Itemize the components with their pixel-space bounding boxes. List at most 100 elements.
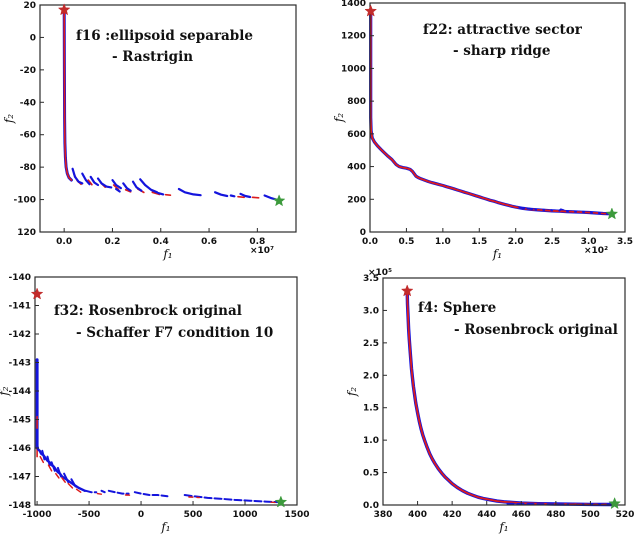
- front-blue-cluster: [35, 444, 87, 492]
- x-axis-label: f₁: [492, 247, 502, 261]
- x-tick-label: 1.5: [471, 237, 487, 247]
- front-red-seg: [251, 196, 260, 199]
- axes-frame: [369, 2, 626, 233]
- subplot-f32-canvas: -1000 -500 0 500 1000 1500 -140 -141 -142 -143 -14…: [0, 273, 310, 534]
- y-tick-label: -100: [13, 196, 36, 206]
- red-star-marker: [30, 287, 44, 300]
- front-blue-arc: [96, 177, 113, 189]
- subplot-f22-attractive-sector-sharp-ridge: 0.0 0.5 1.0 1.5 2.0 2.5 3.0 3.5 0 200 400 600 800 100…: [320, 0, 640, 267]
- y-tick-label: -40: [20, 98, 36, 108]
- front-blue-arc: [41, 449, 46, 461]
- y-tick-label: 1200: [341, 32, 366, 42]
- front-blue-arc: [50, 461, 56, 472]
- y-tick-label: 1400: [341, 0, 366, 9]
- y-tick-label: -148: [8, 501, 31, 511]
- y-tick-label: 600: [347, 130, 366, 140]
- front-red-dashed-tail: [536, 209, 608, 215]
- x-tick-label: 1.0: [435, 237, 451, 247]
- x-axis-label: f₁: [162, 247, 172, 261]
- plot-title-line2: - sharp ridge: [453, 43, 550, 59]
- y-tick-label: -140: [8, 273, 31, 283]
- front-blue-dashed: [107, 489, 130, 495]
- x-axis-label: f₁: [498, 520, 508, 534]
- subplot-f16-canvas: 0.0 0.2 0.4 0.6 0.8 20 0 -20 -40 -60 -80 -100 120 f₁ f…: [2, 1, 297, 261]
- front-blue-arc: [229, 194, 236, 198]
- x-tick-label: 500: [581, 510, 600, 520]
- front-blue-arc: [115, 187, 121, 193]
- y-axis-exponent: ×10⁵: [368, 268, 392, 278]
- front-blue-dashed: [100, 489, 106, 494]
- front-blue-arc: [71, 167, 84, 185]
- front-blue-arc: [139, 178, 159, 194]
- x-tick-label: 3.0: [581, 237, 597, 247]
- x-tick-label: 0.0: [362, 237, 378, 247]
- front-blue-dashed: [133, 491, 171, 498]
- plot-title-line1: f4: Sphere: [418, 300, 496, 316]
- y-tick-label: 3.0: [363, 306, 379, 316]
- plot-title-line1: f22: attractive sector: [423, 22, 583, 38]
- plot-title-line2: - Schaffer F7 condition 10: [76, 325, 273, 341]
- front-blue-arc: [63, 472, 70, 484]
- x-axis-exponent: ×10²: [584, 246, 608, 256]
- front-red-dashed: [96, 492, 103, 495]
- x-tick-label: 0.8: [249, 237, 265, 247]
- x-tick-label: 0.6: [201, 237, 217, 247]
- y-tick-label: 1.0: [363, 436, 379, 446]
- subplot-f16-ellipsoid-rastrigin: 0.0 0.2 0.4 0.6 0.8 20 0 -20 -40 -60 -80 -100 120 f₁ f…: [0, 0, 320, 267]
- y-tick-label: -143: [8, 359, 31, 369]
- subplot-f4-canvas: 380 400 420 440 460 480 500 520 0.0 0.5 1.0 1.5 2.0 2…: [345, 268, 634, 534]
- front-blue-arc: [239, 192, 252, 199]
- y-tick-label: -60: [20, 131, 36, 141]
- y-axis-label: f₂: [345, 387, 359, 397]
- front-red-seg: [55, 472, 60, 479]
- y-tick-label: 200: [347, 195, 366, 205]
- x-tick-label: -500: [78, 510, 101, 520]
- x-tick-label: 480: [546, 510, 565, 520]
- x-tick-label: 380: [374, 510, 393, 520]
- front-blue-dashed: [183, 494, 282, 504]
- x-tick-label: 420: [443, 510, 462, 520]
- green-star-marker: [608, 497, 621, 510]
- x-tick-label: 3.5: [617, 237, 633, 247]
- y-tick-label: 2.5: [363, 339, 379, 349]
- front-red-seg: [112, 184, 120, 191]
- front-red-main: [369, 10, 612, 215]
- front-blue-arc: [157, 192, 165, 196]
- y-tick-label: -141: [8, 302, 31, 312]
- y-tick-label: -20: [20, 66, 36, 76]
- front-blue-arc: [111, 179, 122, 190]
- y-tick-label: 3.5: [363, 274, 379, 284]
- front-red-main: [406, 290, 616, 506]
- x-tick-label: 0.2: [104, 237, 120, 247]
- axes-frame: [39, 4, 297, 233]
- front-blue-arc: [56, 466, 62, 478]
- x-tick-label: 2.5: [544, 237, 560, 247]
- x-tick-label: 500: [184, 510, 203, 520]
- x-axis-exponent: ×10⁷: [250, 246, 274, 256]
- y-tick-label: -146: [8, 444, 31, 454]
- x-tick-label: 460: [512, 510, 531, 520]
- x-tick-label: 2.0: [508, 237, 524, 247]
- red-star-marker: [57, 3, 71, 16]
- x-tick-label: 1500: [284, 510, 309, 520]
- y-tick-label: 120: [17, 228, 36, 238]
- green-star-marker: [272, 194, 286, 207]
- front-blue-arc: [131, 180, 143, 192]
- plot-title-line1: f16 :ellipsoid separable: [76, 28, 253, 44]
- y-tick-label: 1000: [341, 64, 366, 74]
- y-tick-label: -80: [20, 163, 36, 173]
- y-tick-label: 1.5: [363, 404, 379, 414]
- y-tick-label: 0: [30, 33, 36, 43]
- front-blue-arc: [122, 182, 132, 192]
- front-blue-arc: [46, 455, 51, 467]
- front-blue-arc: [70, 478, 77, 488]
- x-tick-label: 0.5: [398, 237, 414, 247]
- y-tick-label: 20: [23, 1, 36, 11]
- plot-title-line2: - Rosenbrock original: [454, 322, 618, 338]
- front-red-seg: [237, 195, 245, 199]
- x-tick-label: 1000: [232, 510, 257, 520]
- plot-title-line2: - Rastrigin: [112, 49, 193, 65]
- x-tick-label: 400: [408, 510, 427, 520]
- y-tick-label: 400: [347, 163, 366, 173]
